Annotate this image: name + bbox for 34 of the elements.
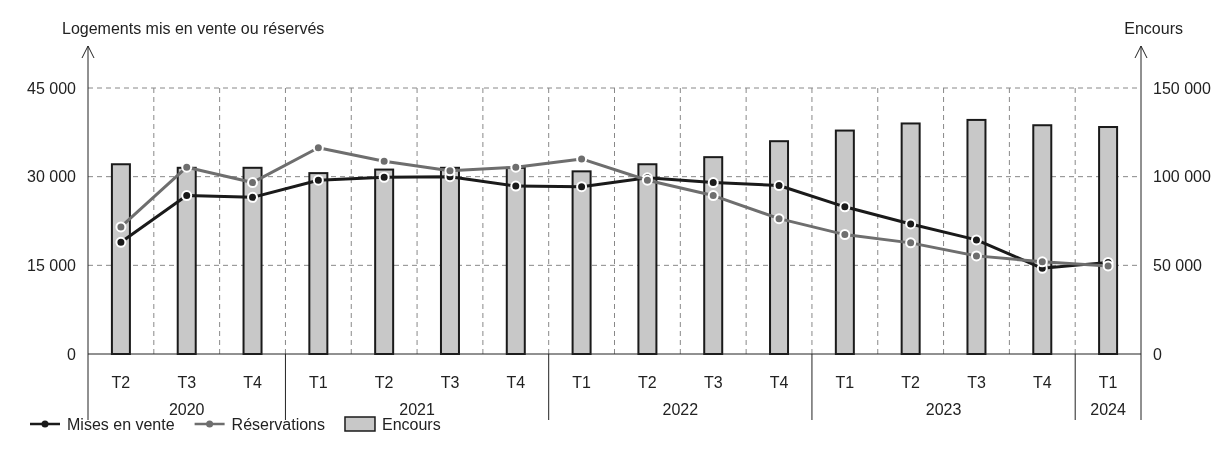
x-tick-label: T1 [835,374,855,391]
y-tick-label: 30 000 [27,168,77,186]
text: 2023 [925,401,962,418]
y-tick-label: 0 [67,345,77,363]
text: 2021 [399,401,435,418]
text: 2024 [1090,401,1126,418]
x-tick-label: T4 [506,374,526,391]
x-tick-label: T3 [703,374,723,391]
x-tick-label: T2 [111,374,131,391]
y2-tick-label: 150 000 [1153,79,1211,97]
x-tick-label: T3 [177,374,197,391]
text: 2020 [168,401,205,418]
x-tick-label: T4 [243,374,262,391]
legend-label: Mises en vente [67,416,175,433]
y2-tick-label: 100 000 [1153,168,1211,186]
x-tick-label: T3 [967,374,986,391]
x-tick-label: T2 [374,374,394,391]
x-tick-label: T1 [309,374,328,391]
x-tick-label: T2 [901,374,921,391]
legend-label: Réservations [231,416,325,433]
legend-label: Encours [381,416,441,433]
y-axis-title: Logements mis en vente ou réservés [62,20,325,37]
x-tick-label: T4 [1032,374,1052,391]
y2-axis-title: Encours [1124,20,1183,37]
y2-tick-label: 50 000 [1153,256,1203,274]
x-tick-label: T1 [1098,374,1118,391]
y-tick-label: 15 000 [27,256,77,274]
x-tick-label: T4 [769,374,789,391]
x-tick-label: T3 [440,374,460,391]
x-tick-label: T1 [572,374,592,391]
y-tick-label: 45 000 [27,79,77,97]
y2-tick-label: 0 [1153,345,1162,363]
text: 2022 [662,401,699,418]
x-tick-label: T2 [638,374,657,391]
